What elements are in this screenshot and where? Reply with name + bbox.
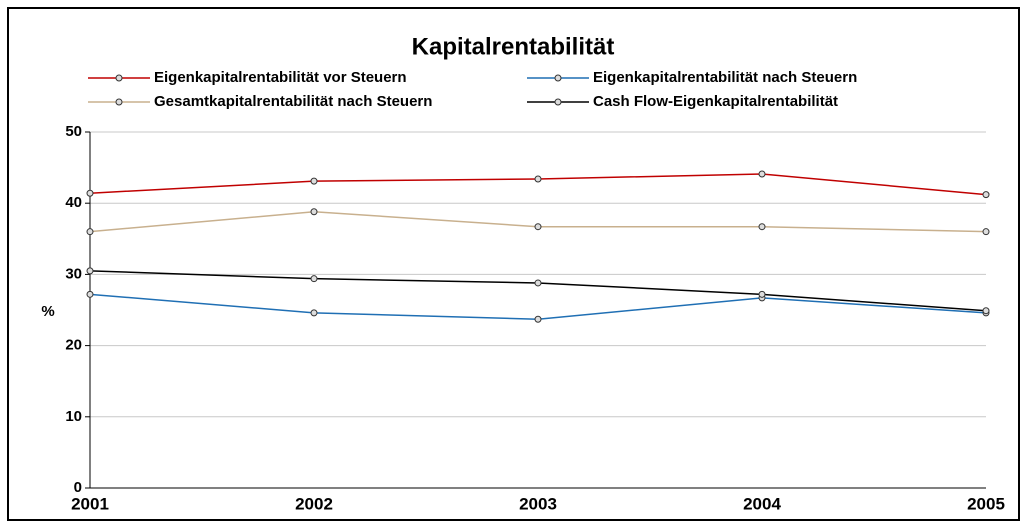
legend-label: Gesamtkapitalrentabilität nach Steuern <box>154 93 432 110</box>
x-tick-label: 2001 <box>71 494 109 513</box>
y-axis-label: % <box>41 303 54 320</box>
legend-label: Eigenkapitalrentabilität nach Steuern <box>593 69 857 86</box>
point <box>310 177 318 185</box>
y-tick-label: 10 <box>65 408 82 425</box>
legend-marker <box>554 98 562 106</box>
chart-title: Kapitalrentabilität <box>412 33 615 60</box>
x-tick-label: 2004 <box>743 494 781 513</box>
point <box>86 189 94 197</box>
point <box>534 315 542 323</box>
point <box>534 175 542 183</box>
frame <box>7 7 1020 521</box>
point <box>758 223 766 231</box>
legend-marker <box>554 74 562 82</box>
point <box>310 309 318 317</box>
point <box>982 191 990 199</box>
y-tick-label: 30 <box>65 265 82 282</box>
legend-label: Eigenkapitalrentabilität vor Steuern <box>154 69 407 86</box>
x-tick-label: 2005 <box>967 494 1005 513</box>
y-tick-label: 40 <box>65 194 82 211</box>
point <box>982 307 990 315</box>
point <box>982 228 990 236</box>
legend-marker <box>115 74 123 82</box>
point <box>86 267 94 275</box>
x-tick-label: 2002 <box>295 494 333 513</box>
legend-label: Cash Flow-Eigenkapitalrentabilität <box>593 93 838 110</box>
point <box>758 290 766 298</box>
legend-marker <box>115 98 123 106</box>
point <box>86 290 94 298</box>
point <box>310 208 318 216</box>
point <box>86 228 94 236</box>
y-tick-label: 20 <box>65 337 82 354</box>
y-tick-label: 50 <box>65 123 82 140</box>
y-tick-label: 0 <box>74 479 82 496</box>
point <box>534 279 542 287</box>
point <box>758 170 766 178</box>
point <box>310 275 318 283</box>
x-tick-label: 2003 <box>519 494 557 513</box>
point <box>534 223 542 231</box>
